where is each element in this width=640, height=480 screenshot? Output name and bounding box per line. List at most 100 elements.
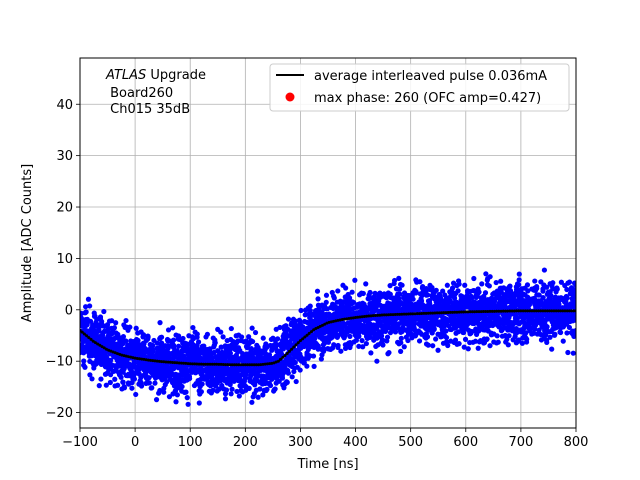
average-pulse-point [305,333,309,337]
sample-point [296,317,303,323]
sample-point [264,344,270,351]
average-pulse-point [554,309,558,313]
sample-point [216,386,222,392]
sample-point [449,285,456,291]
sample-point [566,279,573,285]
average-pulse-point [490,309,494,313]
sample-point [157,387,163,394]
average-pulse-point [142,357,146,361]
sample-point [356,333,362,339]
average-pulse-point [239,363,243,367]
sample-point [380,337,386,343]
sample-point [98,376,104,382]
annotation-board: Board260 [106,86,173,101]
average-pulse-point [87,336,91,340]
sample-point [346,295,353,301]
average-pulse-point [166,360,170,364]
average-pulse-point [532,309,536,313]
sample-point [320,345,327,352]
sample-point [502,332,508,339]
sample-point [107,357,114,363]
plot-frame [79,57,577,429]
x-tick-label: −100 [62,435,98,450]
sample-point [443,328,449,334]
sample-point [416,338,423,344]
sample-point [173,399,179,405]
sample-point [85,296,92,302]
sample-point [131,376,138,382]
average-pulse-point [186,362,190,366]
average-pulse-point [149,358,153,362]
average-pulse-point [497,309,501,313]
annotation-upgrade: Upgrade [146,68,206,83]
sample-point [544,339,550,346]
average-pulse-point [373,314,377,318]
sample-point [260,392,266,398]
average-pulse-point [519,309,523,313]
sample-point [321,340,328,346]
sample-point [465,346,471,352]
average-pulse-point [193,362,197,366]
average-pulse-point [457,310,461,314]
average-pulse-point [219,362,223,366]
average-pulse-point [466,310,470,314]
sample-point [249,325,255,331]
average-pulse-point [559,309,563,313]
sample-point [312,336,318,342]
average-pulse-point [345,317,349,321]
sample-point [387,283,393,289]
sample-point [352,277,358,283]
sample-point [311,363,317,369]
sample-point [452,337,459,343]
average-pulse-point [384,313,388,317]
sample-point [525,288,531,294]
sample-point [565,349,571,356]
sample-point [547,334,553,340]
sample-point [474,293,480,299]
sample-point [560,338,566,344]
sample-point [165,327,172,333]
sample-point [363,281,369,287]
sample-point [456,341,462,347]
sample-point [275,336,281,342]
sample-point [374,358,380,364]
average-pulse-point [268,362,272,366]
average-pulse-point [552,309,556,313]
sample-point [398,340,404,346]
average-pulse-point [506,309,510,313]
sample-point [433,287,439,293]
sample-point [384,334,391,340]
sample-point [398,348,404,355]
sample-point [109,318,115,324]
average-pulse-point [309,330,313,334]
sample-point [196,400,202,406]
sample-point [495,339,501,345]
sample-point [523,330,529,336]
sample-point [442,292,448,298]
average-pulse-point [261,362,265,366]
sample-point [410,296,416,302]
average-pulse-point [237,363,241,367]
sample-point [297,367,303,373]
sample-point [285,370,291,376]
sample-point [107,379,113,386]
average-pulse-point [290,347,294,351]
average-pulse-point [400,312,404,316]
average-pulse-point [184,361,188,365]
sample-point [397,291,403,297]
sample-point [558,279,564,285]
sample-point [484,336,490,342]
sample-point [307,303,313,309]
average-pulse-point [259,363,263,367]
average-pulse-point [514,309,518,313]
sample-point [380,342,386,348]
sample-point [534,283,540,290]
sample-point [549,346,555,352]
sample-point [150,342,156,349]
average-pulse-point [349,316,353,320]
sample-point [120,334,127,340]
sample-point [234,388,240,395]
sample-point [423,286,429,292]
sample-point [401,344,407,350]
sample-point [210,387,216,393]
